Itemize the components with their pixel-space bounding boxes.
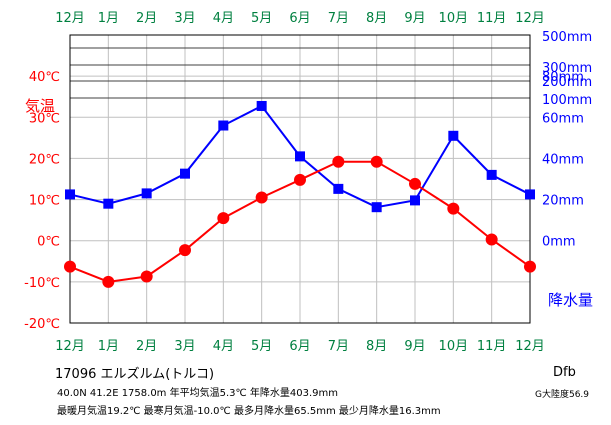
- continentality-index: G大陸度56.9: [535, 390, 590, 400]
- precipitation-point: [256, 100, 267, 111]
- top-month-label: 3月: [174, 11, 195, 26]
- precipitation-point: [180, 168, 190, 179]
- top-month-label: 11月: [477, 11, 507, 26]
- temperature-tick-label: 0℃: [37, 235, 60, 250]
- temperature-axis-label: 気温: [25, 97, 55, 115]
- temperature-point: [179, 244, 191, 257]
- precipitation-log-tick-label: 100mm: [542, 93, 592, 108]
- bottom-month-label: 7月: [328, 339, 349, 354]
- temperature-point: [447, 202, 460, 215]
- temperature-point: [294, 173, 306, 186]
- bottom-month-label: 1月: [98, 339, 119, 354]
- station-stats-line2: 最暖月気温19.2℃ 最寒月気温-10.0℃ 最多月降水量65.5mm 最少月降…: [57, 406, 441, 417]
- precipitation-log-tick-label: 300mm: [542, 61, 592, 76]
- temperature-point: [409, 177, 421, 190]
- precipitation-point: [410, 195, 420, 206]
- bottom-month-label: 10月: [439, 339, 469, 354]
- bottom-month-label: 4月: [213, 339, 234, 354]
- temperature-tick-labels: 40℃ 30℃ 20℃ 10℃ 0℃ -10℃ -20℃: [24, 70, 60, 332]
- bottom-month-label: 8月: [366, 339, 387, 354]
- temperature-tick-label: 40℃: [29, 70, 60, 85]
- precipitation-point: [333, 183, 344, 194]
- temperature-point: [255, 191, 268, 204]
- top-month-label: 5月: [251, 11, 272, 26]
- bottom-month-label: 12月: [55, 339, 85, 354]
- bottom-month-label: 3月: [174, 339, 195, 354]
- precipitation-tick-label: 20mm: [542, 194, 584, 209]
- precipitation-point: [371, 202, 382, 213]
- temperature-point: [370, 155, 383, 168]
- bottom-month-label: 6月: [289, 339, 310, 354]
- precipitation-tick-label: 80mm: [542, 70, 584, 85]
- temperature-tick-label: -10℃: [24, 276, 60, 291]
- data-series: [64, 100, 536, 288]
- temperature-point: [102, 275, 115, 288]
- plot-border: [69, 34, 531, 324]
- precipitation-point: [525, 189, 535, 200]
- top-month-label: 12月: [55, 11, 85, 26]
- temperature-point: [332, 155, 345, 168]
- bottom-month-label: 12月: [515, 339, 545, 354]
- plot-frame: [69, 34, 531, 324]
- top-month-label: 10月: [439, 11, 469, 26]
- precipitation-log-tick-label: 200mm: [542, 75, 592, 90]
- precipitation-log-tick-label: 500mm: [542, 30, 592, 45]
- temperature-tick-label: 20℃: [29, 152, 60, 167]
- precipitation-axis-label: 降水量: [548, 291, 593, 309]
- bottom-month-label: 9月: [404, 339, 425, 354]
- top-month-label: 2月: [136, 11, 157, 26]
- temperature-tick-label: 10℃: [29, 194, 60, 209]
- temperature-tick-label: 30℃: [29, 111, 60, 126]
- precipitation-tick-label: 0mm: [542, 235, 576, 250]
- precipitation-point: [141, 188, 152, 199]
- station-stats-line1: 40.0N 41.2E 1758.0m 年平均気温5.3℃ 年降水量403.9m…: [57, 388, 339, 399]
- temperature-tick-label: -20℃: [24, 317, 60, 332]
- top-month-label: 6月: [289, 11, 310, 26]
- top-month-label: 1月: [98, 11, 119, 26]
- temperature-point: [524, 260, 536, 273]
- precipitation-point: [295, 151, 305, 162]
- top-month-label: 12月: [515, 11, 545, 26]
- temperature-point: [140, 270, 153, 283]
- precipitation-point: [65, 189, 75, 200]
- temperature-point: [485, 233, 498, 246]
- top-month-label: 8月: [366, 11, 387, 26]
- precipitation-point: [218, 120, 229, 131]
- precipitation-tick-label: 60mm: [542, 111, 584, 126]
- bottom-month-label: 2月: [136, 339, 157, 354]
- precipitation-point: [486, 169, 497, 180]
- precipitation-tick-label: 40mm: [542, 152, 584, 167]
- station-title: 17096 エルズルム(トルコ): [55, 367, 215, 382]
- top-month-label: 4月: [213, 11, 234, 26]
- bottom-month-labels: 12月 1月 2月 3月 4月 5月 6月 7月 8月 9月 10月 11月 12月: [55, 339, 545, 354]
- bottom-month-label: 5月: [251, 339, 272, 354]
- top-month-label: 9月: [404, 11, 425, 26]
- top-month-label: 7月: [328, 11, 349, 26]
- precipitation-point: [103, 198, 114, 209]
- precipitation-point: [448, 130, 459, 141]
- temperature-point: [64, 260, 76, 273]
- bottom-month-label: 11月: [477, 339, 507, 354]
- climate-code: Dfb: [553, 365, 576, 380]
- top-month-labels: 12月 1月 2月 3月 4月 5月 6月 7月 8月 9月 10月 11月 12月: [55, 11, 545, 26]
- temperature-point: [217, 212, 230, 225]
